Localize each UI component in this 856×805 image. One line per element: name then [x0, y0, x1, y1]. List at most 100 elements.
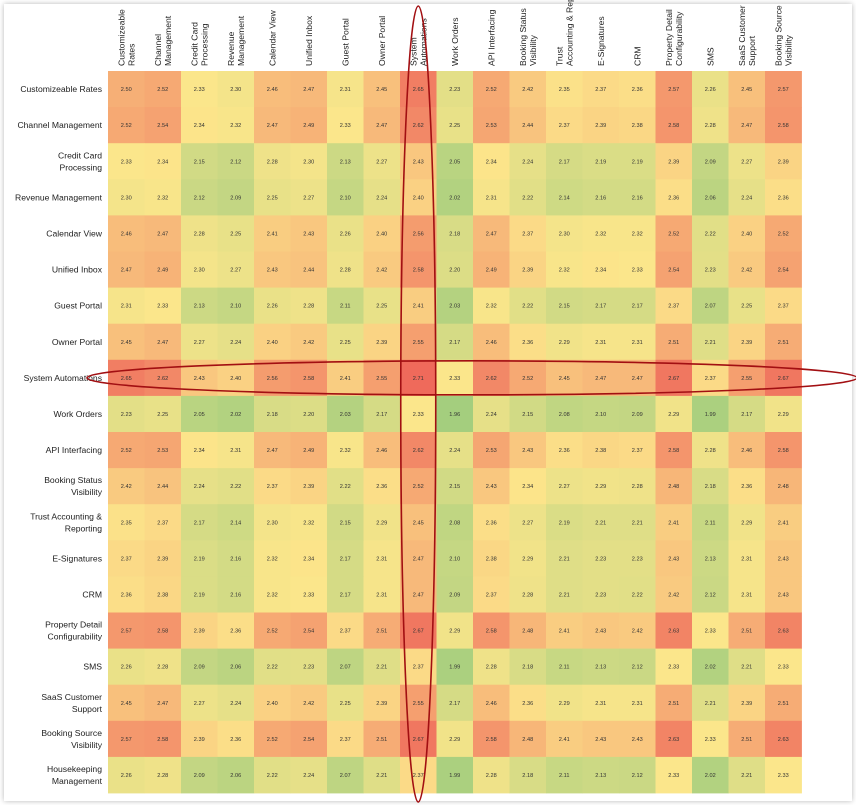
- cell-value-label: 2.21: [559, 592, 570, 598]
- cell-value-label: 2.31: [376, 592, 387, 598]
- cell-value-label: 2.32: [230, 123, 241, 129]
- cell-value-label: 2.36: [522, 340, 533, 346]
- heatmap-cell: [619, 287, 656, 325]
- cell-value-label: 2.45: [741, 87, 752, 93]
- heatmap-cell: [217, 179, 255, 216]
- heatmap-cell: [619, 395, 656, 433]
- cell-value-label: 2.39: [194, 629, 205, 635]
- cell-value-label: 2.63: [668, 737, 679, 743]
- cell-value-label: 2.33: [340, 123, 351, 129]
- cell-value-label: 2.62: [413, 123, 424, 129]
- row-label: Support: [72, 704, 103, 714]
- heatmap-cell: [509, 215, 547, 252]
- row-labels: Customizeable Rates Channel Management Cre…: [15, 84, 103, 786]
- cell-value-label: 2.37: [778, 304, 789, 310]
- cell-value-label: 2.38: [595, 448, 606, 454]
- cell-value-label: 2.29: [668, 412, 679, 418]
- heatmap-frame: 2.50 2.52 2.33 2.30 2.46 2.47 2.31 2.45 2.65 2.23…: [4, 0, 856, 803]
- heatmap-cell: [254, 468, 291, 505]
- heatmap-cell: [400, 576, 437, 613]
- cell-value-label: 2.23: [121, 412, 132, 418]
- heatmap-cell: [436, 540, 474, 577]
- heatmap-cell: [144, 504, 182, 541]
- cell-value-label: 2.42: [303, 340, 314, 346]
- cell-value-label: 2.34: [303, 556, 314, 562]
- heatmap-cell: [473, 215, 510, 252]
- cell-value-label: 2.32: [157, 195, 168, 201]
- cell-value-label: 2.19: [194, 556, 205, 562]
- cell-value-label: 2.52: [668, 231, 679, 237]
- heatmap-cell: [436, 468, 474, 505]
- cell-value-label: 2.33: [449, 376, 460, 382]
- cell-value-label: 2.32: [340, 448, 351, 454]
- heatmap-cell: [144, 395, 182, 433]
- heatmap-cell: [108, 179, 145, 216]
- cell-value-label: 2.43: [303, 231, 314, 237]
- cell-value-label: 2.54: [668, 268, 679, 274]
- heatmap-cell: [363, 468, 401, 505]
- cell-value-label: 2.34: [157, 159, 168, 165]
- row-label: Reporting: [65, 523, 102, 533]
- heatmap-cell: [144, 756, 182, 794]
- cell-value-label: 2.58: [778, 123, 789, 129]
- heatmap-cell: [582, 576, 620, 613]
- heatmap-cell: [765, 504, 802, 541]
- cell-value-label: 2.51: [778, 701, 789, 707]
- heatmap-cell: [619, 648, 656, 686]
- heatmap-cell: [254, 143, 291, 180]
- heatmap-cell: [254, 215, 291, 252]
- heatmap-cell: [108, 215, 145, 252]
- heatmap-cell: [254, 287, 291, 325]
- cell-value-label: 2.39: [668, 159, 679, 165]
- cell-value-label: 2.47: [157, 701, 168, 707]
- cell-value-label: 2.49: [157, 268, 168, 274]
- heatmap-cell: [436, 287, 474, 325]
- heatmap-cell: [473, 107, 510, 144]
- heatmap-cell: [582, 143, 620, 180]
- heatmap-cell: [655, 612, 693, 649]
- cell-value-label: 2.55: [376, 376, 387, 382]
- cell-value-label: 2.28: [157, 773, 168, 779]
- cell-value-label: 2.32: [486, 304, 497, 310]
- cell-value-label: 2.37: [157, 520, 168, 526]
- row-label: Revenue Management: [15, 192, 103, 202]
- heatmap-cell: [400, 395, 437, 433]
- heatmap-cell: [290, 107, 328, 144]
- heatmap-cell: [363, 107, 401, 144]
- heatmap-cell: [509, 576, 547, 613]
- cell-value-label: 2.22: [632, 592, 643, 598]
- heatmap-cell: [400, 756, 437, 794]
- cell-value-label: 2.43: [632, 737, 643, 743]
- cell-value-label: 2.29: [741, 520, 752, 526]
- heatmap-cell: [181, 287, 218, 325]
- cell-value-label: 2.52: [121, 123, 132, 129]
- cell-value-label: 2.46: [267, 87, 278, 93]
- cell-value-label: 2.27: [559, 484, 570, 490]
- heatmap-cell: [290, 179, 328, 216]
- column-label: Booking Source: [773, 5, 783, 66]
- cell-value-label: 2.22: [230, 484, 241, 490]
- column-label: Unified Inbox: [304, 15, 314, 66]
- heatmap-cell: [144, 432, 182, 469]
- cell-value-label: 2.07: [340, 665, 351, 671]
- cell-value-label: 2.21: [595, 520, 606, 526]
- cell-value-label: 2.63: [778, 629, 789, 635]
- cell-value-label: 2.44: [522, 123, 533, 129]
- cell-value-label: 2.10: [595, 412, 606, 418]
- cell-value-label: 2.52: [267, 737, 278, 743]
- cell-value-label: 2.51: [376, 629, 387, 635]
- heatmap-cell: [728, 143, 766, 180]
- cell-value-label: 2.31: [741, 556, 752, 562]
- heatmap-cell: [254, 395, 291, 433]
- heatmap-cell: [290, 71, 328, 108]
- cell-value-label: 2.22: [522, 195, 533, 201]
- cell-value-label: 2.21: [705, 340, 716, 346]
- heatmap-cell: [728, 215, 766, 252]
- cell-value-label: 2.24: [486, 412, 497, 418]
- cell-value-label: 2.31: [340, 87, 351, 93]
- cell-value-label: 2.22: [340, 484, 351, 490]
- heatmap-cell: [181, 756, 218, 794]
- cell-value-label: 2.27: [522, 520, 533, 526]
- heatmap-cell: [254, 179, 291, 216]
- cell-value-label: 2.31: [595, 701, 606, 707]
